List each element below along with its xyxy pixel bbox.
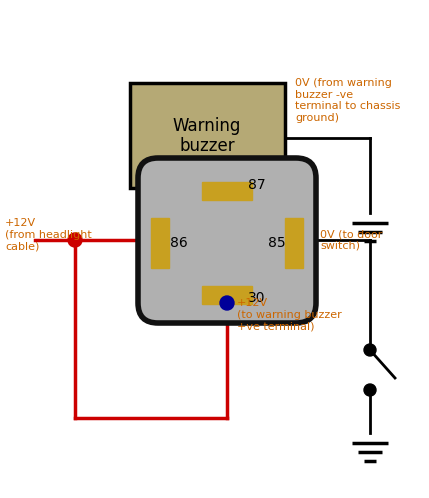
Text: 85: 85 [268,236,286,250]
Circle shape [220,296,234,310]
FancyBboxPatch shape [138,158,316,323]
Bar [151,218,169,268]
Bar [285,218,303,268]
Text: 0V (to door
switch): 0V (to door switch) [320,229,382,251]
Bar [202,182,252,200]
Circle shape [364,344,376,356]
Text: 87: 87 [248,178,266,192]
Text: +12V
(to warning buzzer
+ve terminal): +12V (to warning buzzer +ve terminal) [237,298,342,331]
Text: 30: 30 [248,291,266,305]
Circle shape [364,384,376,396]
Bar [130,83,285,188]
Text: 86: 86 [170,236,188,250]
Text: Warning
buzzer: Warning buzzer [173,117,241,155]
Bar [202,286,252,304]
Text: +12V
(from headlight
cable): +12V (from headlight cable) [5,218,92,251]
Text: 0V (from warning
buzzer -ve
terminal to chassis
ground): 0V (from warning buzzer -ve terminal to … [295,78,400,123]
Circle shape [68,233,82,247]
